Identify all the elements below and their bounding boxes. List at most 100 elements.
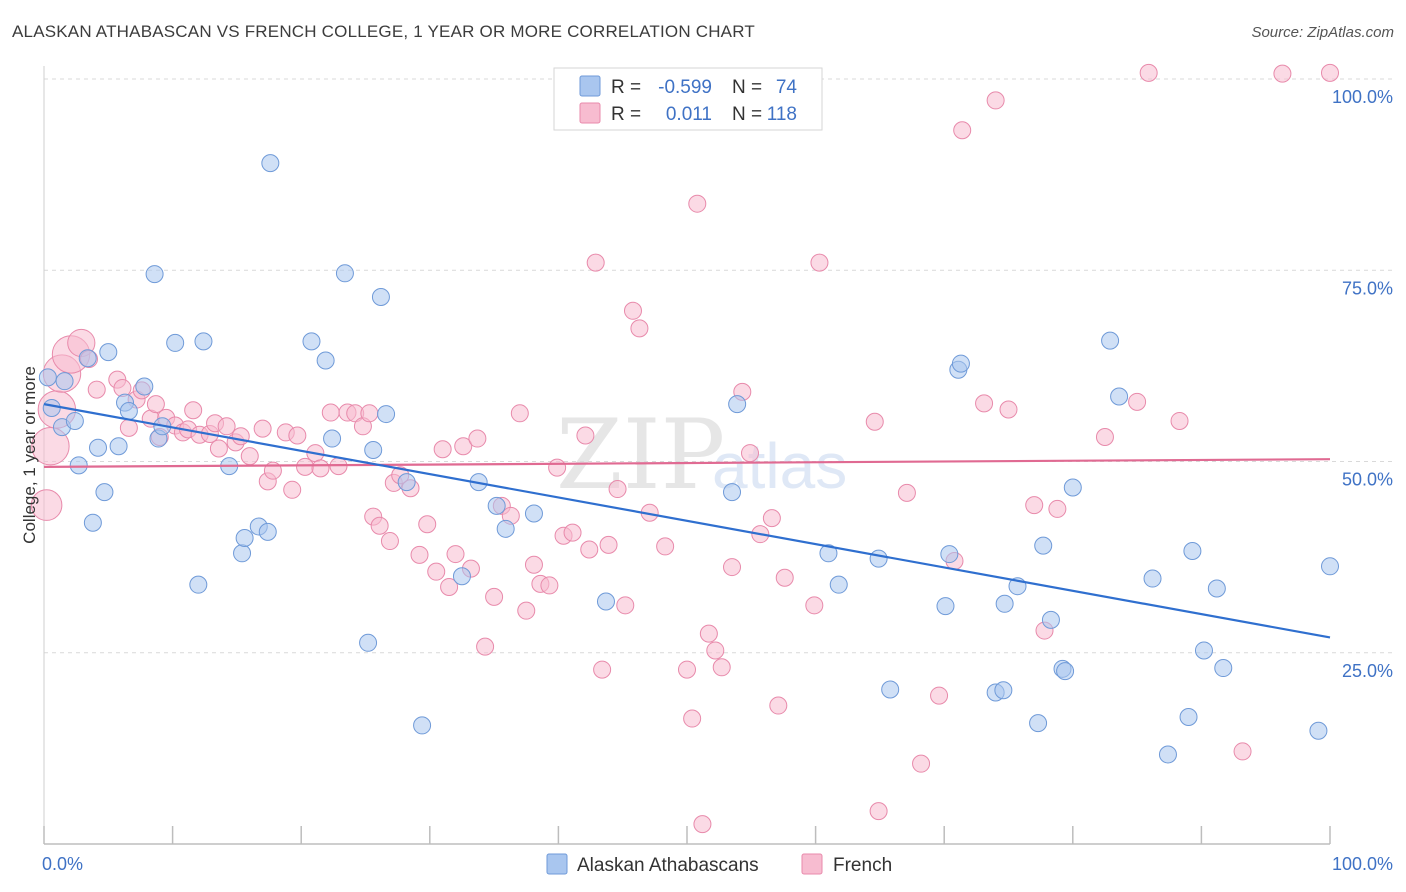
athabascan-point [189, 575, 208, 594]
french-point [240, 447, 259, 466]
athabascan-point [829, 575, 848, 594]
french-point [762, 509, 781, 528]
athabascan-point [496, 519, 515, 538]
y-axis-label: College, 1 year or more [20, 366, 39, 544]
x-tick-label: 0.0% [42, 854, 83, 874]
athabascan-point [323, 429, 342, 448]
athabascan-point [1101, 331, 1120, 350]
french-point [688, 194, 707, 213]
bottom-legend-swatch-blue [546, 853, 568, 875]
french-point [1321, 63, 1339, 82]
athabascan-point [1214, 659, 1233, 678]
athabascan-trend-line [43, 403, 1331, 639]
french-point [510, 404, 529, 423]
french-point [370, 516, 389, 535]
athabascan-point [869, 549, 888, 568]
athabascan-point [1041, 610, 1060, 629]
athabascan-point [940, 545, 959, 564]
athabascan-point [819, 544, 838, 563]
french-point [1170, 411, 1189, 430]
athabascan-point [1183, 542, 1202, 561]
athabascan-point [995, 594, 1014, 613]
french-point [1128, 392, 1147, 411]
french-point [623, 301, 642, 320]
athabascan-point [55, 372, 74, 391]
athabascan-point [69, 456, 88, 475]
french-point [599, 535, 618, 554]
french-point [869, 802, 888, 821]
french-point [468, 429, 487, 448]
french-point [517, 601, 536, 620]
legend-r-label-1: R = [611, 77, 641, 98]
athabascan-point [397, 473, 416, 492]
athabascan-point [38, 368, 57, 387]
french-point [485, 587, 504, 606]
french-point [1273, 64, 1292, 83]
athabascan-point [371, 288, 390, 307]
french-point [723, 558, 742, 577]
athabascan-point [1207, 579, 1226, 598]
athabascan-point [1143, 569, 1162, 588]
athabascan-point [109, 437, 128, 456]
french-point [380, 532, 399, 551]
athabascan-point [1110, 387, 1129, 406]
athabascan-point [135, 377, 154, 396]
athabascan-point [316, 351, 335, 370]
french-point [433, 440, 452, 459]
french-point [321, 403, 340, 422]
athabascan-point [1309, 721, 1328, 740]
athabascan-point [413, 716, 432, 735]
chart-source: Source: ZipAtlas.com [1251, 24, 1394, 41]
watermark: ZIP atlas [556, 399, 847, 511]
athabascan-point [89, 438, 108, 457]
top-legend: R = -0.599 N = 74 R = 0.011 N = 118 [553, 67, 823, 131]
french-point [693, 815, 712, 834]
french-point [454, 437, 473, 456]
watermark-zip: ZIP [556, 399, 725, 511]
athabascan-point [364, 441, 383, 460]
x-tick-label: 100.0% [1332, 854, 1393, 874]
legend-n-value-2: 118 [767, 104, 797, 125]
french-point [563, 523, 582, 542]
french-point [656, 537, 675, 556]
athabascan-point [951, 354, 970, 373]
french-point [699, 624, 718, 643]
athabascan-point [194, 332, 213, 351]
french-point [360, 404, 379, 423]
athabascan-point [596, 592, 615, 611]
french-point [810, 253, 829, 272]
y-tick-label: 100.0% [1332, 87, 1393, 107]
athabascan-point [78, 349, 97, 368]
athabascan-point [1029, 714, 1048, 733]
french-point [593, 660, 612, 679]
french-point [253, 419, 272, 438]
trend-lines [43, 403, 1331, 639]
french-point [706, 641, 725, 660]
athabascan-point [235, 529, 254, 547]
athabascan-point [1034, 536, 1053, 555]
french-point [1048, 499, 1067, 518]
athabascan-point [1158, 745, 1177, 764]
french-point [616, 596, 635, 615]
french-point [608, 480, 627, 499]
french-point [930, 686, 949, 705]
athabascan-point [487, 496, 506, 515]
y-tick-label: 25.0% [1342, 661, 1393, 681]
athabascan-point [261, 154, 280, 173]
french-point [476, 637, 495, 656]
french-point [805, 596, 824, 615]
french-point [209, 439, 228, 458]
legend-n-label-2: N = [732, 104, 762, 125]
french-point [630, 319, 649, 338]
athabascan-point [335, 264, 354, 283]
french-point [231, 427, 250, 446]
bottom-legend: Alaskan Athabascans French [546, 853, 892, 876]
french-point [288, 426, 307, 445]
chart-title: ALASKAN ATHABASCAN VS FRENCH COLLEGE, 1 … [12, 22, 755, 41]
athabascan-point [302, 332, 321, 351]
athabascan-point [258, 522, 277, 541]
athabascan-point [1179, 708, 1198, 727]
french-point [1233, 742, 1252, 761]
athabascan-point [994, 681, 1013, 700]
